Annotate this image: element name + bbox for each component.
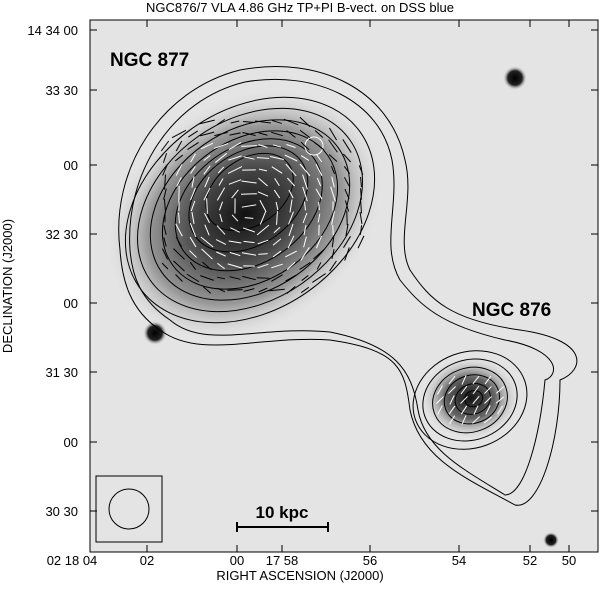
- y-axis-label: DECLINATION (J2000): [0, 219, 15, 353]
- x-tick-label: 02 18 04: [47, 553, 98, 568]
- y-tick-label: 00: [64, 158, 78, 173]
- y-tick-label: 14 34 00: [27, 23, 78, 38]
- vector: [241, 194, 257, 195]
- y-tick-label: 00: [64, 435, 78, 450]
- vector: [241, 146, 257, 147]
- annotation: NGC 876: [472, 300, 551, 321]
- vector: [319, 202, 320, 210]
- y-tick-label: 30 30: [45, 504, 78, 519]
- x-tick-label: 50: [562, 553, 576, 568]
- annotation: NGC 877: [110, 50, 189, 71]
- x-tick-label: 54: [452, 553, 466, 568]
- x-axis-label: RIGHT ASCENSION (J2000): [216, 568, 383, 583]
- y-tick-label: 31 30: [45, 365, 78, 380]
- y-tick-label: 00: [64, 296, 78, 311]
- y-tick-label: 32 30: [45, 227, 78, 242]
- x-tick-label: 02: [140, 553, 154, 568]
- y-tick-label: 33 30: [45, 83, 78, 98]
- scale-label: 10 kpc: [256, 503, 309, 522]
- x-tick-label: 17 58: [266, 553, 299, 568]
- x-tick-label: 56: [363, 553, 377, 568]
- vector: [257, 278, 270, 279]
- x-tick-label: 52: [523, 553, 537, 568]
- x-tick-label: 00: [230, 553, 244, 568]
- vector: [333, 225, 334, 235]
- vector: [227, 290, 242, 291]
- title: NGC876/7 VLA 4.86 GHz TP+PI B-vect. on D…: [146, 0, 454, 15]
